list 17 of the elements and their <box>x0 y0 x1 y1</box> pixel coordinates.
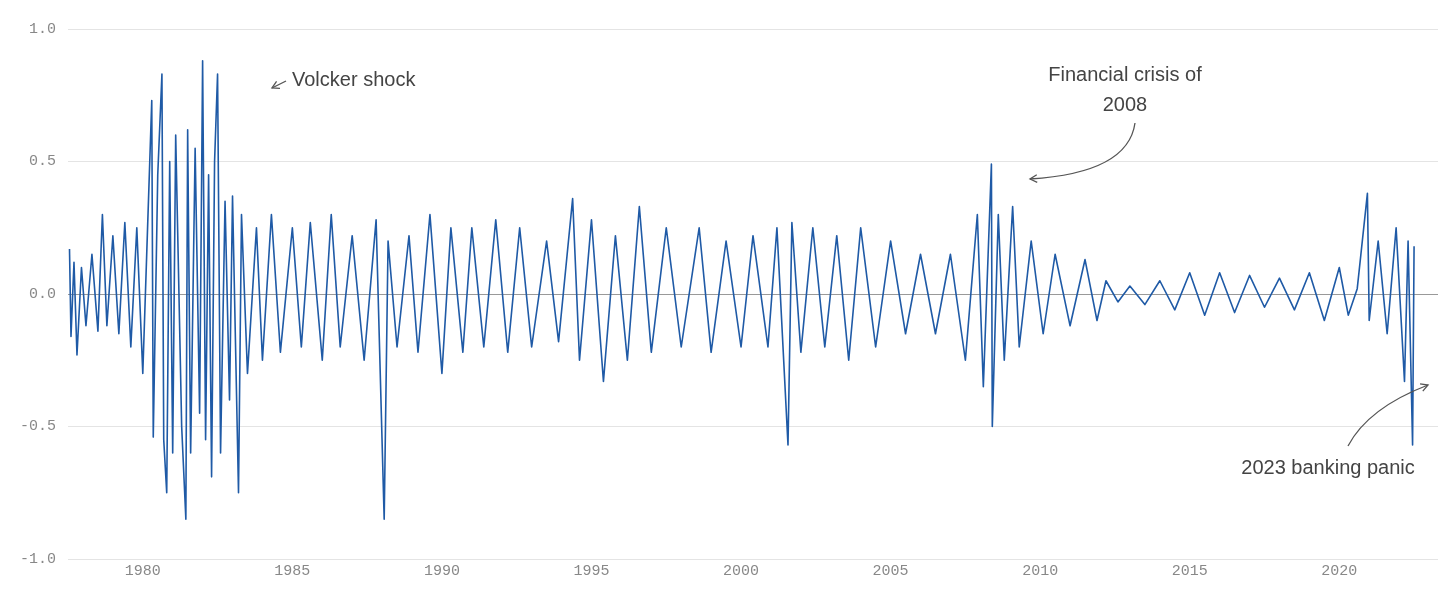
x-tick-label: 2005 <box>872 562 909 580</box>
y-tick-label: -0.5 <box>19 418 57 436</box>
y-tick-label: 0.5 <box>28 153 57 171</box>
x-tick-label: 1980 <box>124 562 161 580</box>
x-tick-label: 1995 <box>573 562 610 580</box>
x-tick-label: 2015 <box>1171 562 1208 580</box>
x-tick-label: 2000 <box>723 562 760 580</box>
annotation: 2023 banking panic <box>1241 455 1415 478</box>
y-tick-label: -1.0 <box>19 550 57 568</box>
x-tick-label: 1990 <box>423 562 460 580</box>
x-tick-label: 2020 <box>1321 562 1358 580</box>
annotation: Volcker shock <box>292 67 417 90</box>
y-tick-label: 1.0 <box>28 20 57 38</box>
x-tick-label: 1985 <box>274 562 311 580</box>
annotation: Financial crisis of 2008 <box>1048 62 1203 115</box>
x-tick-label: 2010 <box>1022 562 1059 580</box>
y-tick-label: 0.0 <box>28 285 57 303</box>
